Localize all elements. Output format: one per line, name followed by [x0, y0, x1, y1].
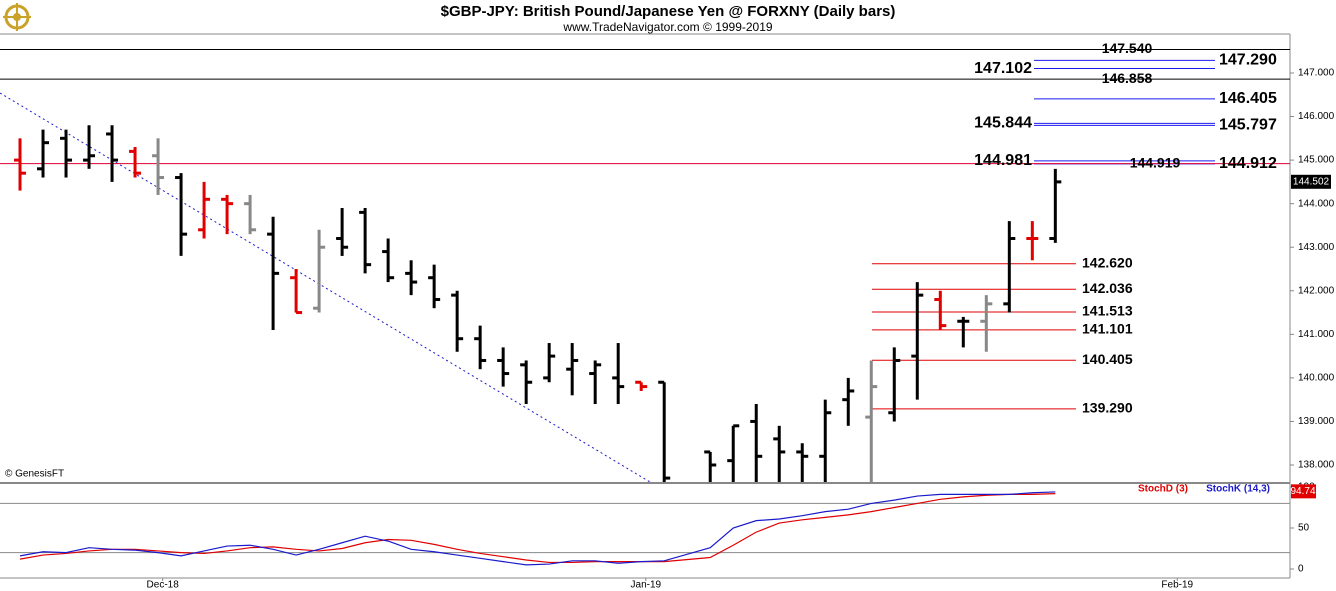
y-tick-label: 147.000 [1298, 68, 1335, 79]
legend-entry: StochK (14,3) [1206, 484, 1270, 495]
chart-subtitle: www.TradeNavigator.com © 1999-2019 [562, 20, 772, 34]
last-price-label: 144.502 [1293, 176, 1330, 187]
level-label: 145.844 [974, 115, 1032, 132]
stoch-panel [0, 491, 1290, 566]
y-tick-label: 140.000 [1298, 373, 1335, 384]
x-tick-label: Jan-19 [631, 580, 662, 591]
overlay: 138.000 139.000 140.000 141.000 142.000 143.0… [147, 40, 1335, 590]
level-label: 139.290 [1082, 400, 1133, 416]
level-label: 144.981 [974, 152, 1032, 169]
watermark: © GenesisFT [5, 469, 64, 480]
y-tick-label: 141.000 [1298, 329, 1335, 340]
y-tick-label: 139.000 [1298, 416, 1335, 427]
chart-title: $GBP-JPY: British Pound/Japanese Yen @ F… [441, 3, 896, 20]
x-tick-label: Feb-19 [1161, 580, 1193, 591]
level-label: 147.102 [974, 60, 1032, 77]
level-label: 141.101 [1082, 321, 1133, 337]
level-label: 144.912 [1219, 155, 1277, 172]
stoch-line [19, 491, 1056, 566]
level-label: 147.540 [1102, 40, 1153, 56]
last-price-tag [1291, 174, 1331, 189]
y-tick-label: 138.000 [1298, 460, 1335, 471]
y-tick-label: 145.000 [1298, 155, 1335, 166]
level-label: 140.405 [1082, 351, 1133, 367]
level-label: 147.290 [1219, 52, 1277, 69]
level-label: 145.797 [1219, 117, 1277, 134]
level-label: 142.036 [1082, 280, 1133, 296]
trend-line [0, 92, 651, 483]
x-tick-label: Dec-18 [147, 580, 180, 591]
y-tick-label: 143.000 [1298, 242, 1335, 253]
y-tick-label: 142.000 [1298, 285, 1335, 296]
stoch-last-tag [1291, 484, 1316, 499]
y-tick-label: 146.000 [1298, 111, 1335, 122]
logo [3, 3, 31, 31]
level-label: 144.919 [1130, 154, 1181, 170]
legend-entry: StochD (3) [1138, 484, 1188, 495]
level-label: 142.620 [1082, 254, 1133, 270]
stoch-line [19, 492, 1056, 564]
price-panel [0, 48, 1290, 482]
level-label: 146.858 [1102, 70, 1153, 86]
y-tick-label: 144.000 [1298, 198, 1335, 209]
stoch-tick-label: 50 [1298, 523, 1310, 534]
level-label: 141.513 [1082, 303, 1133, 319]
level-label: 146.405 [1219, 90, 1277, 107]
stoch-last-label: 94.74 [1290, 486, 1315, 497]
stoch-tick-label: 0 [1298, 564, 1304, 575]
